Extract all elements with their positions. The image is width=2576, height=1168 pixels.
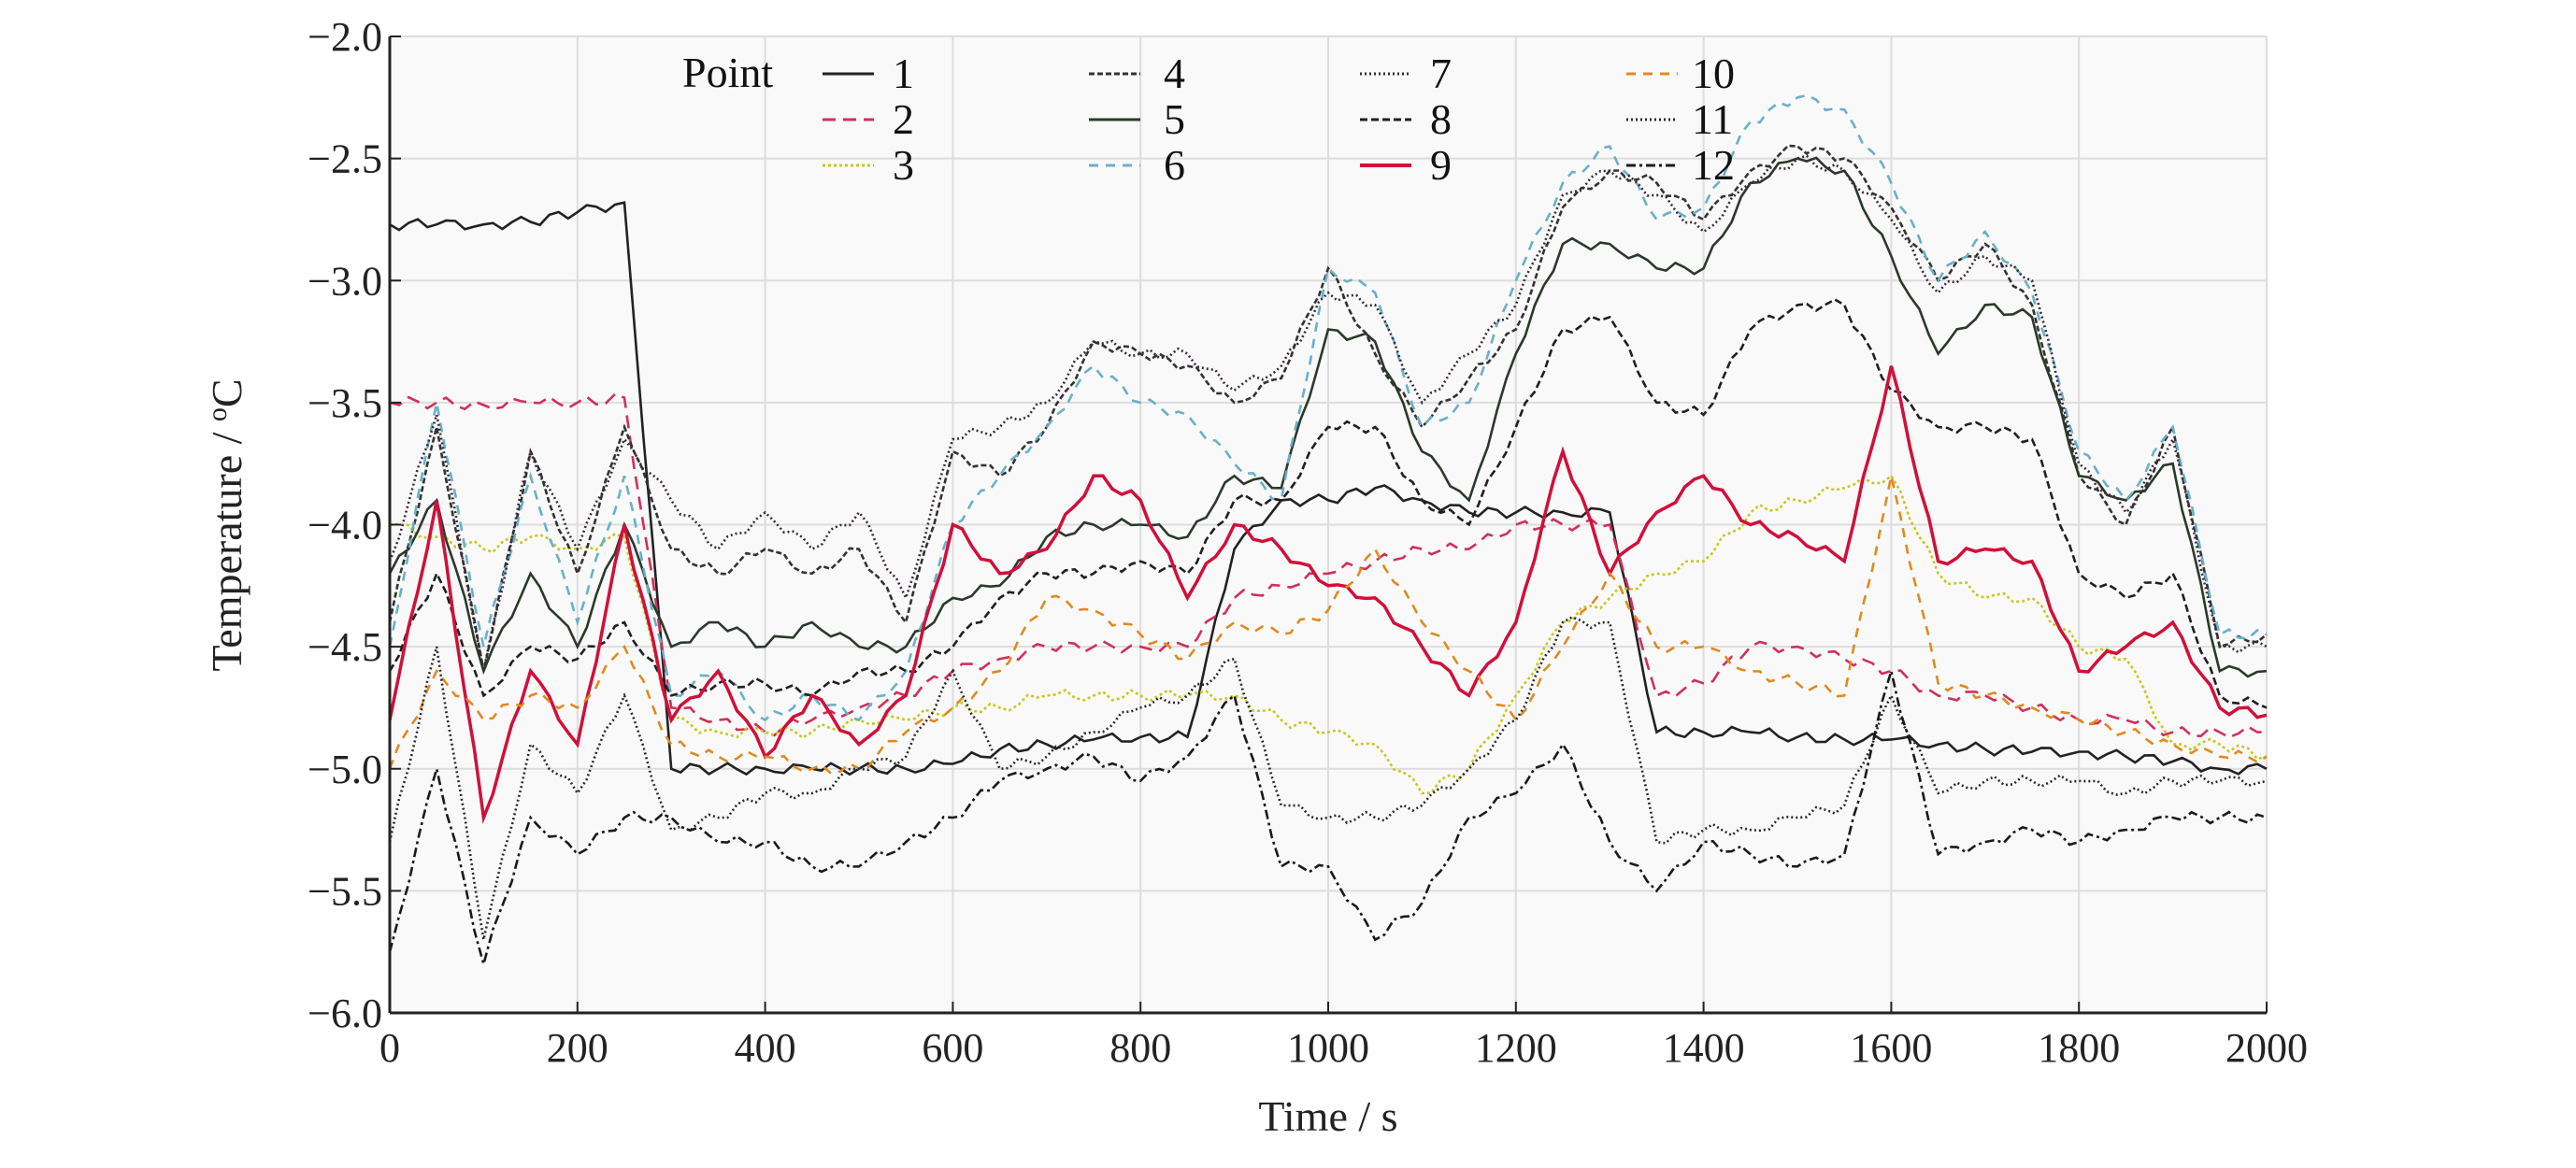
x-axis-label: Time / s: [1258, 1092, 1397, 1140]
y-axis-label: Temperature / oC: [202, 378, 250, 671]
legend-label-2: 2: [893, 95, 914, 143]
legend-label-6: 6: [1164, 141, 1185, 189]
y-tick-label: −5.5: [308, 868, 382, 914]
series-line-4: [388, 144, 2268, 672]
x-tick-label: 200: [547, 1025, 608, 1071]
y-tick-label: −2.0: [308, 14, 382, 60]
legend-label-7: 7: [1430, 50, 1452, 97]
series-line-9: [388, 365, 2268, 824]
y-tick-label: −3.5: [308, 380, 382, 426]
series-line-10: [388, 476, 2268, 775]
y-tick-label: −3.0: [308, 258, 382, 304]
grid: [389, 36, 2268, 1014]
x-tick-label: 1200: [1475, 1025, 1557, 1071]
series-lines: [388, 93, 2268, 969]
legend-label-8: 8: [1430, 95, 1452, 143]
legend-title: Point: [682, 49, 773, 96]
y-tick-label: −5.0: [308, 747, 382, 792]
series-line-3: [389, 474, 2268, 795]
y-axis-label-text: Temperature /: [203, 421, 250, 672]
legend-label-10: 10: [1692, 50, 1735, 97]
series-line-6: [388, 93, 2268, 722]
series-line-5: [388, 156, 2268, 678]
y-tick-label: −6.0: [308, 990, 382, 1036]
legend-label-3: 3: [893, 141, 914, 189]
legend-label-4: 4: [1164, 50, 1185, 97]
y-axis-label-unit: C: [203, 378, 250, 407]
legend-label-1: 1: [893, 50, 914, 97]
series-line-1: [389, 201, 2268, 776]
y-tick-label: −4.0: [308, 503, 382, 548]
x-tick-label: 1600: [1850, 1025, 1932, 1071]
x-tick-label: 400: [735, 1025, 796, 1071]
legend-label-9: 9: [1430, 141, 1452, 189]
series-line-7: [388, 154, 2268, 672]
x-tick-label: 600: [922, 1025, 983, 1071]
x-tick-label: 1000: [1287, 1025, 1369, 1071]
legend-label-12: 12: [1692, 141, 1735, 189]
x-tick-label: 1800: [2038, 1025, 2120, 1071]
series-line-2: [389, 392, 2267, 739]
x-tick-label: 1400: [1663, 1025, 1745, 1071]
x-tick-label: 2000: [2225, 1025, 2308, 1071]
y-tick-label: −2.5: [308, 136, 382, 182]
series-line-11: [388, 616, 2268, 940]
x-tick-label: 800: [1109, 1025, 1171, 1071]
legend-label-5: 5: [1164, 95, 1185, 143]
y-tick-label: −4.5: [308, 624, 382, 670]
y-axis-label-degree: o: [202, 407, 233, 421]
series-line-12: [388, 666, 2268, 969]
legend-label-11: 11: [1692, 95, 1733, 143]
x-tick-label: 0: [379, 1025, 400, 1071]
tick-labels: 0 200 400 600 800 1000 1200 1400 1600 1800 2000 −2.…: [308, 14, 2308, 1071]
